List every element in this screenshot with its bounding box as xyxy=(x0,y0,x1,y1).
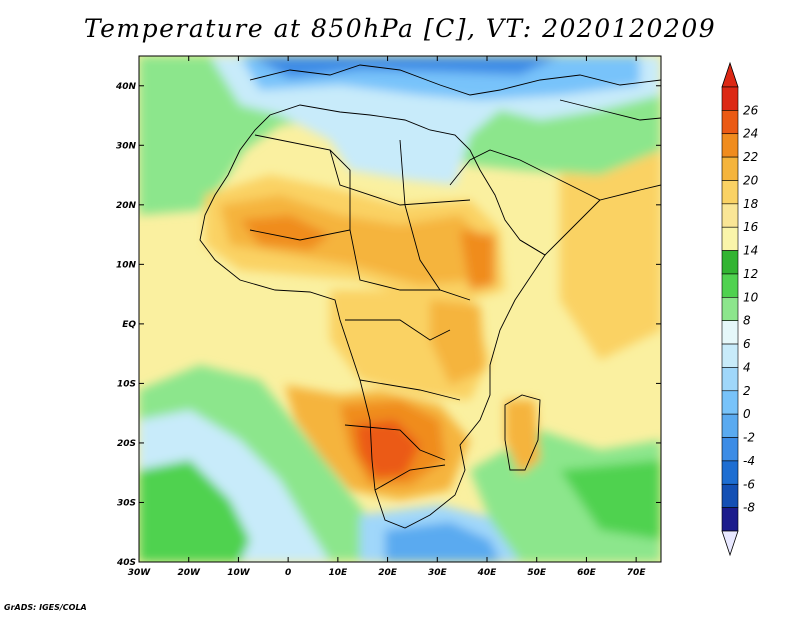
lat-tick-label: 40N xyxy=(115,82,137,92)
colorbar-label: 22 xyxy=(743,150,758,164)
colorbar-box xyxy=(721,460,739,485)
colorbar-box xyxy=(721,250,739,275)
colorbar-label: -4 xyxy=(743,454,755,468)
colorbar-label: 0 xyxy=(743,407,751,421)
map-title: Temperature at 850hPa [C], VT: 202012020… xyxy=(83,14,717,43)
lat-tick-label: 10N xyxy=(116,260,137,270)
colorbar-label: 2 xyxy=(743,384,751,398)
colorbar-label: 12 xyxy=(743,267,758,281)
colorbar-label: 18 xyxy=(743,197,759,211)
lon-tick-label: 40E xyxy=(477,568,498,578)
colorbar-max-arrow xyxy=(721,61,739,88)
colorbar-box xyxy=(721,483,739,508)
coastlines xyxy=(199,64,661,529)
lon-tick-label: 30W xyxy=(128,568,152,578)
colorbar-label: -2 xyxy=(743,431,755,445)
colorbar-label: 14 xyxy=(743,244,758,258)
lon-tick-label: 50E xyxy=(527,568,547,578)
colorbar-box xyxy=(721,343,739,368)
latitude-axis: 40N 30N 20N 10N EQ 10S 20S 30S 40S xyxy=(115,82,661,568)
colorbar-box xyxy=(721,367,739,392)
lat-tick-label: 20S xyxy=(117,439,136,449)
colorbar-label: -6 xyxy=(743,477,755,491)
colorbar-label: 20 xyxy=(743,173,759,187)
colorbar-label: 10 xyxy=(743,290,759,304)
colorbar-box xyxy=(721,133,739,158)
colorbar-box xyxy=(721,226,739,251)
credit-text: GrADS: IGES/COLA xyxy=(4,603,87,612)
colorbar-box xyxy=(721,413,739,438)
lon-tick-label: 70E xyxy=(627,568,647,578)
colorbar-label: 4 xyxy=(743,360,751,374)
colorbar-box xyxy=(721,273,739,298)
colorbar-min-arrow xyxy=(721,530,739,557)
lon-tick-label: 20E xyxy=(378,568,398,578)
lon-tick-label: 30E xyxy=(428,568,448,578)
temperature-field xyxy=(139,56,661,562)
colorbar-box xyxy=(721,390,739,415)
lon-tick-label: 10E xyxy=(329,568,349,578)
lat-tick-label: 40S xyxy=(116,558,136,568)
lat-tick-label: EQ xyxy=(122,320,136,330)
lat-tick-label: 20N xyxy=(116,201,137,211)
lon-tick-label: 0 xyxy=(285,568,291,578)
colorbar-box xyxy=(721,203,739,228)
map-frame xyxy=(138,55,662,563)
lon-tick-label: 20W xyxy=(177,568,201,578)
colorbar-box xyxy=(721,110,739,135)
longitude-axis: 30W 20W 10W 0 10E 20E 30E 40E 50E 60E 70E xyxy=(128,56,647,578)
lon-tick-label: 60E xyxy=(577,568,597,578)
colorbar-label: 8 xyxy=(743,314,751,328)
colorbar-label: 24 xyxy=(743,127,758,141)
lat-tick-label: 30N xyxy=(116,141,137,151)
colorbar-box xyxy=(721,86,739,111)
colorbar-label: 6 xyxy=(743,337,751,351)
colorbar-box xyxy=(721,507,739,532)
colorbar-box xyxy=(721,320,739,345)
colorbar-box xyxy=(721,180,739,205)
lon-tick-label: 10W xyxy=(227,568,251,578)
colorbar-label: -8 xyxy=(743,501,755,515)
colorbar-label: 26 xyxy=(743,103,759,117)
lat-tick-label: 10S xyxy=(117,379,136,389)
colorbar-box xyxy=(721,437,739,462)
colorbar-box xyxy=(721,297,739,321)
colorbar-label: 16 xyxy=(743,220,759,234)
colorbar-box xyxy=(721,156,739,181)
lat-tick-label: 30S xyxy=(117,498,136,508)
